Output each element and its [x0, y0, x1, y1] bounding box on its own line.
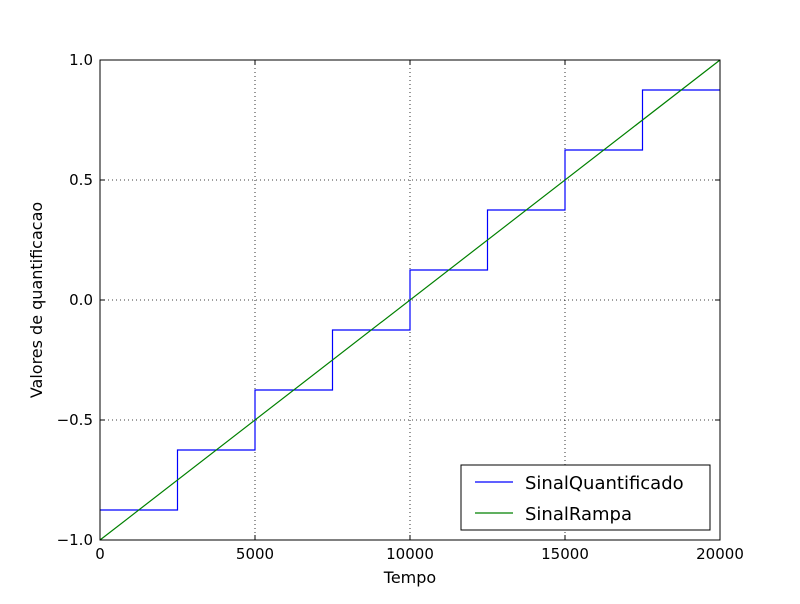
y-axis-label: Valores de quantificacao — [27, 202, 46, 398]
y-tick-label: −0.5 — [57, 411, 93, 429]
y-tick-label: 0.5 — [69, 171, 93, 189]
y-tick-label: 1.0 — [69, 51, 93, 69]
legend-box — [460, 464, 711, 531]
x-axis-label: Tempo — [383, 568, 436, 587]
legend: SinalQuantificado SinalRampa — [460, 464, 711, 531]
series-line-SinalRampa — [99, 59, 721, 541]
x-tick-label: 0 — [95, 545, 105, 563]
x-tick-label: 20000 — [696, 545, 744, 563]
y-tick-label: −1.0 — [57, 531, 93, 549]
y-tick-label: 0.0 — [69, 291, 93, 309]
legend-label: SinalRampa — [525, 504, 632, 525]
legend-label: SinalQuantificado — [525, 473, 684, 494]
x-tick-label: 5000 — [236, 545, 274, 563]
x-tick-label: 15000 — [541, 545, 589, 563]
x-tick-label: 10000 — [386, 545, 434, 563]
